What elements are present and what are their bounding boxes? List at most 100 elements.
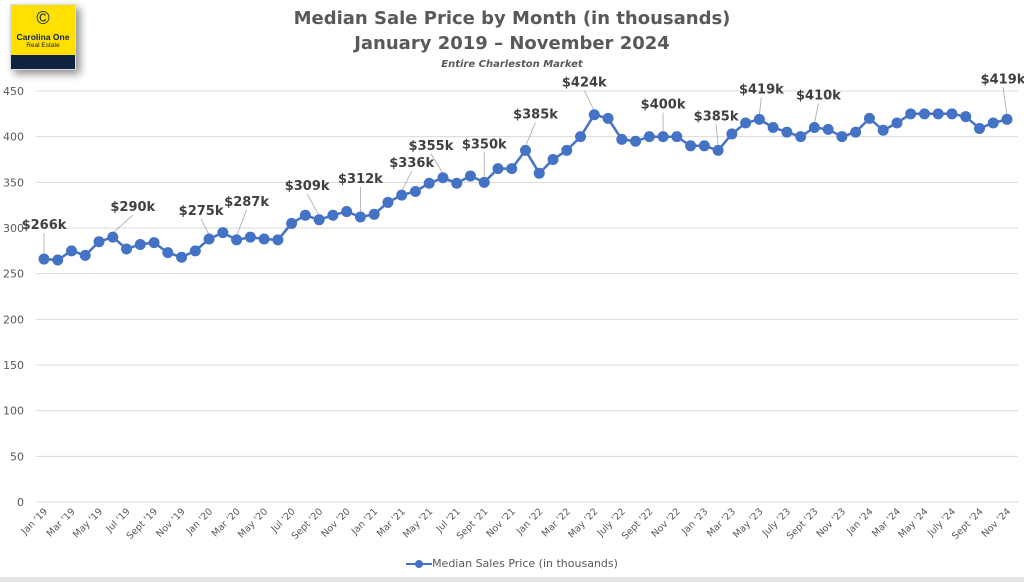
x-tick-label: May '21: [401, 506, 435, 540]
data-point: [1001, 113, 1013, 125]
data-point: [286, 217, 298, 229]
x-tick-label: Nov '22: [650, 506, 683, 539]
data-point: [698, 140, 710, 152]
data-point: [121, 243, 133, 255]
y-tick-label: 250: [3, 268, 24, 281]
data-point: [767, 122, 779, 134]
data-point: [189, 245, 201, 257]
x-tick-label: May '19: [71, 506, 105, 540]
data-label: $350k: [462, 137, 507, 152]
chart-title: Median Sale Price by Month (in thousands…: [293, 8, 731, 29]
data-label: $419k: [981, 72, 1024, 87]
data-point: [354, 211, 366, 223]
x-tick-label: Nov '24: [980, 506, 1013, 539]
y-tick-label: 350: [3, 176, 24, 189]
x-tick-label: Nov '23: [815, 506, 848, 539]
data-point: [960, 111, 972, 123]
leader-line: [112, 214, 134, 234]
y-tick-label: 0: [17, 496, 24, 509]
data-point: [148, 237, 160, 249]
data-point: [946, 108, 958, 120]
leader-line: [236, 209, 247, 237]
data-point: [520, 144, 531, 156]
data-label: $266k: [22, 218, 67, 233]
data-point: [66, 245, 78, 257]
series-line: [43, 112, 1008, 262]
data-point: [38, 253, 50, 265]
data-point: [630, 135, 642, 147]
data-label: $290k: [110, 200, 155, 215]
x-tick-label: Nov '21: [484, 506, 517, 539]
chart-subtitle: January 2019 – November 2024: [354, 33, 670, 54]
data-point: [437, 172, 449, 184]
data-point: [231, 234, 243, 246]
chart-legend: Median Sales Price (in thousands): [0, 557, 1024, 570]
data-point: [423, 177, 435, 189]
leader-line: [814, 103, 819, 124]
data-point: [79, 249, 91, 261]
bottom-bar: [0, 577, 1024, 582]
leader-line: [200, 218, 210, 236]
data-point: [52, 254, 64, 266]
data-point: [176, 251, 188, 263]
leader-line: [758, 97, 762, 116]
data-point: [107, 231, 119, 243]
data-point: [781, 126, 793, 138]
data-point: [162, 247, 174, 259]
data-point: [740, 117, 752, 129]
data-point: [203, 233, 215, 245]
y-tick-label: 450: [3, 85, 24, 98]
data-point: [891, 117, 903, 129]
legend-label: Median Sales Price (in thousands): [432, 557, 618, 570]
data-point: [409, 185, 421, 197]
y-tick-label: 150: [3, 359, 24, 372]
data-label: $419k: [739, 82, 784, 97]
leader-line: [430, 153, 444, 174]
data-point: [368, 208, 380, 220]
leader-line: [401, 170, 413, 192]
company-logo: © Carolina One Real Estate: [10, 4, 76, 70]
logo-subtitle: Real Estate: [26, 42, 60, 49]
data-point: [918, 108, 930, 120]
data-point: [382, 196, 394, 208]
data-label: $400k: [641, 98, 686, 113]
data-label: $312k: [338, 172, 383, 187]
data-point: [712, 144, 724, 156]
leader-line: [583, 90, 595, 111]
data-point: [905, 108, 917, 120]
data-label: $275k: [179, 204, 224, 219]
data-label: $287k: [224, 195, 269, 210]
data-point: [244, 231, 256, 243]
data-point: [341, 206, 353, 218]
data-point: [932, 108, 944, 120]
x-tick-label: May '22: [566, 506, 600, 540]
data-point: [451, 177, 463, 189]
data-point: [93, 236, 105, 248]
data-point: [492, 163, 504, 175]
data-point: [464, 170, 476, 182]
x-tick-label: Nov '19: [154, 506, 187, 539]
data-point: [850, 126, 862, 138]
data-label: $355k: [409, 139, 454, 154]
data-point: [822, 123, 834, 135]
data-point: [327, 209, 339, 221]
data-point: [217, 227, 229, 239]
copyright-logo-icon: ©: [36, 8, 50, 28]
y-tick-label: 100: [3, 405, 24, 418]
leader-line: [525, 122, 536, 147]
data-label: $336k: [389, 156, 434, 171]
data-point: [575, 131, 587, 143]
leader-line: [715, 124, 719, 147]
data-point: [602, 112, 614, 124]
data-label: $385k: [694, 109, 739, 124]
chart-caption: Entire Charleston Market: [441, 59, 583, 70]
data-label: $410k: [796, 89, 841, 104]
y-tick-label: 50: [10, 450, 24, 463]
data-point: [671, 131, 683, 143]
y-tick-label: 300: [3, 222, 24, 235]
x-tick-label: Nov '20: [319, 506, 352, 539]
logo-band: [11, 55, 75, 69]
data-point: [987, 117, 999, 129]
data-point: [588, 109, 600, 121]
